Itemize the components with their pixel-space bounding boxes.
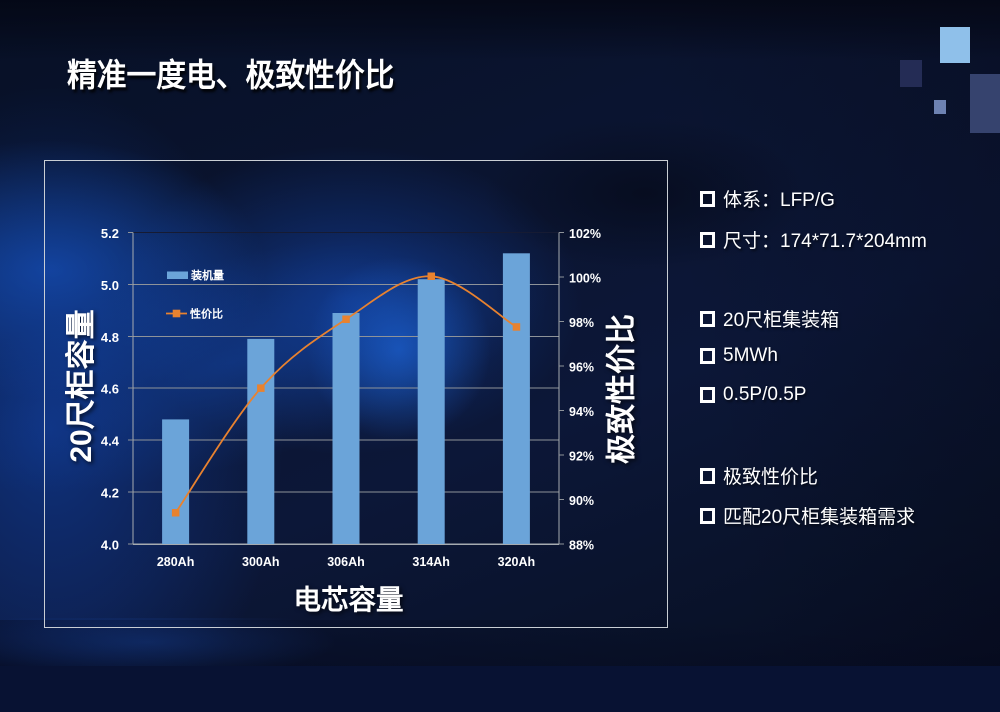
svg-text:314Ah: 314Ah — [412, 555, 450, 569]
svg-text:4.6: 4.6 — [101, 382, 119, 397]
svg-text:性价比: 性价比 — [190, 307, 223, 321]
svg-text:96%: 96% — [569, 361, 594, 375]
svg-text:102%: 102% — [569, 227, 601, 241]
svg-text:4.4: 4.4 — [101, 434, 120, 449]
svg-text:100%: 100% — [569, 272, 601, 286]
svg-text:92%: 92% — [569, 450, 594, 464]
svg-text:98%: 98% — [569, 316, 594, 330]
svg-text:电芯容量: 电芯容量 — [294, 584, 404, 615]
svg-text:极致性价比: 极致性价比 — [606, 314, 639, 464]
svg-text:90%: 90% — [569, 494, 594, 508]
svg-text:94%: 94% — [569, 405, 594, 419]
svg-text:306Ah: 306Ah — [327, 555, 365, 569]
svg-text:88%: 88% — [569, 539, 594, 553]
svg-text:280Ah: 280Ah — [157, 555, 195, 569]
svg-text:20尺柜容量: 20尺柜容量 — [65, 309, 98, 462]
svg-text:5.0: 5.0 — [101, 278, 119, 293]
svg-text:4.0: 4.0 — [101, 538, 119, 553]
svg-text:4.2: 4.2 — [101, 486, 119, 501]
svg-text:装机量: 装机量 — [190, 268, 224, 282]
svg-text:300Ah: 300Ah — [242, 555, 280, 569]
svg-text:4.8: 4.8 — [101, 330, 119, 345]
svg-text:320Ah: 320Ah — [498, 555, 536, 569]
svg-text:5.2: 5.2 — [101, 226, 119, 241]
